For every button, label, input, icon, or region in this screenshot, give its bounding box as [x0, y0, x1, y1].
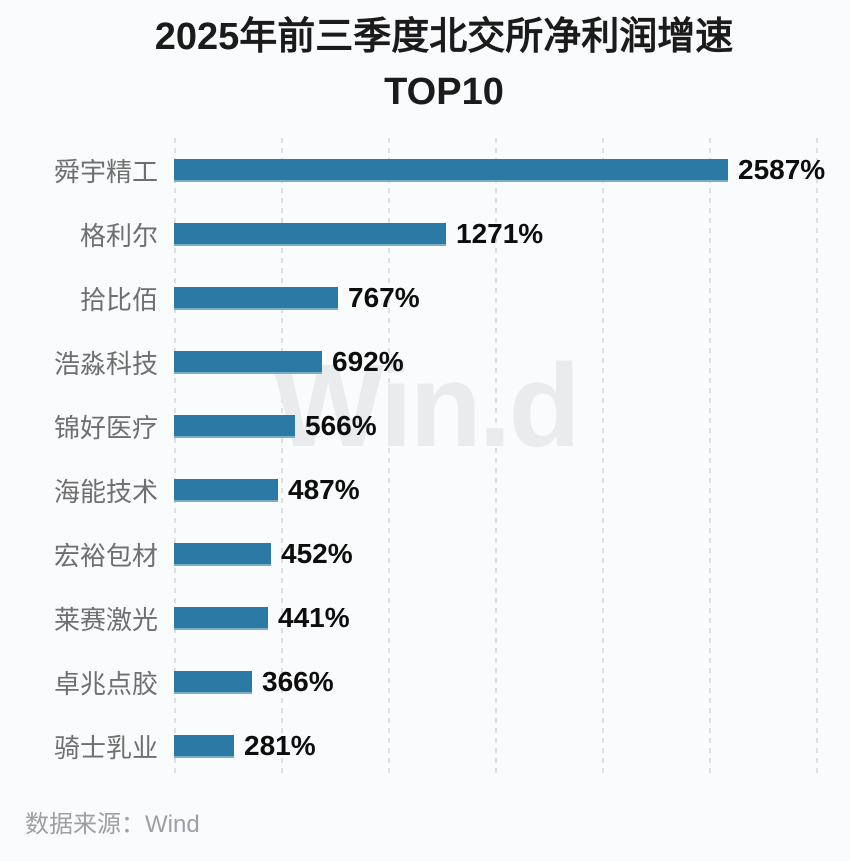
value-label: 487%: [288, 474, 360, 506]
chart-row: 卓兆点胶 366%: [0, 650, 850, 714]
value-label: 692%: [332, 346, 404, 378]
gridline: [495, 138, 497, 779]
value-label: 452%: [281, 538, 353, 570]
category-label: 浩淼科技: [53, 348, 158, 379]
watermark: Win.d: [272, 340, 580, 473]
category-label: 骑士乳业: [53, 732, 158, 763]
bar: [174, 414, 295, 438]
value-label: 566%: [305, 410, 377, 442]
bar: [174, 542, 271, 566]
gridline: [816, 138, 818, 779]
chart-row: 格利尔 1271%: [0, 202, 850, 266]
chart-row: 宏裕包材 452%: [0, 522, 850, 586]
gridline: [709, 138, 711, 779]
chart-row: 拾比佰 767%: [0, 266, 850, 330]
value-label: 366%: [262, 666, 334, 698]
chart-title-line1: 2025年前三季度北交所净利润增速: [154, 16, 734, 58]
bar: [174, 222, 446, 246]
bar: [174, 606, 268, 630]
bar: [174, 350, 322, 374]
category-label: 拾比佰: [79, 284, 158, 315]
category-label: 卓兆点胶: [53, 668, 158, 699]
source-note: 数据来源：Wind: [25, 811, 200, 839]
bar-rows: 舜宇精工 2587% 格利尔 1271% 拾比佰 767% 浩淼科技 692% 锦好医疗 566%…: [0, 138, 850, 778]
gridline: [602, 138, 604, 779]
bar: [174, 670, 252, 694]
gridline: [174, 138, 176, 779]
category-label: 格利尔: [79, 220, 158, 251]
category-label: 莱赛激光: [53, 604, 158, 635]
gridline: [388, 138, 390, 779]
category-label: 舜宇精工: [53, 156, 158, 187]
bar: [174, 158, 728, 182]
value-label: 767%: [348, 282, 420, 314]
category-label: 海能技术: [53, 476, 158, 507]
bar: [174, 734, 234, 758]
chart-title: 2025年前三季度北交所净利润增速 TOP10: [0, 0, 850, 120]
chart-row: 海能技术 487%: [0, 458, 850, 522]
category-label: 宏裕包材: [53, 540, 158, 571]
value-label: 2587%: [738, 154, 826, 186]
bar: [174, 478, 278, 502]
gridline: [281, 138, 283, 779]
chart-title-line2: TOP10: [384, 71, 504, 114]
value-label: 441%: [278, 602, 350, 634]
chart-row: 舜宇精工 2587%: [0, 138, 850, 202]
chart-row: 锦好医疗 566%: [0, 394, 850, 458]
value-label: 1271%: [456, 218, 544, 250]
gridlines: [174, 138, 850, 779]
bar: [174, 286, 338, 310]
chart-row: 莱赛激光 441%: [0, 586, 850, 650]
category-label: 锦好医疗: [53, 412, 158, 443]
chart-row: 骑士乳业 281%: [0, 714, 850, 778]
chart-row: 浩淼科技 692%: [0, 330, 850, 394]
page-root: 2025年前三季度北交所净利润增速 TOP10 Win.d 舜宇精工 2587% 格…: [0, 0, 850, 839]
value-label: 281%: [244, 730, 316, 762]
chart-area: Win.d 舜宇精工 2587% 格利尔 1271% 拾比佰 767% 浩淼科技 692% 锦好…: [0, 138, 850, 779]
